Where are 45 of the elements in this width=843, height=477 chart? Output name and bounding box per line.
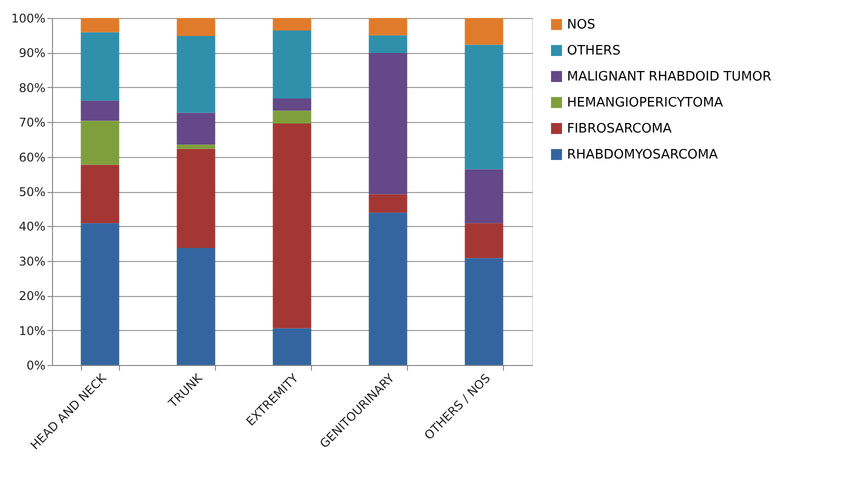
- y-tick-label: 40%: [18, 220, 46, 234]
- bar: [272, 18, 312, 30]
- bar: [176, 36, 216, 113]
- bar: [80, 164, 120, 224]
- bar: [368, 35, 408, 54]
- bar: [368, 53, 408, 194]
- bar: [176, 112, 216, 145]
- bar: [80, 32, 120, 101]
- legend-label: RHABDOMYOSARCOMA: [567, 148, 718, 162]
- bar: [464, 169, 504, 224]
- bar: [176, 144, 216, 149]
- y-tick-label: 20%: [18, 289, 46, 304]
- bar: [368, 194, 408, 213]
- bar: [272, 328, 312, 365]
- legend-label: FIBROSARCOMA: [567, 122, 672, 136]
- y-tick-label: 0%: [26, 358, 46, 372]
- bar: [464, 223, 504, 258]
- y-tick-label: 90%: [18, 46, 46, 60]
- y-tick-label: 70%: [18, 116, 46, 130]
- bar: [176, 148, 216, 248]
- y-tick-label: 100%: [11, 12, 46, 26]
- bar: [272, 110, 312, 124]
- legend-label: OTHERS: [567, 44, 620, 58]
- legend-label: HEMANGIOPERICYTOMA: [567, 96, 724, 110]
- y-tick-label: 10%: [18, 324, 46, 338]
- bar: [80, 120, 120, 165]
- bar: [176, 18, 216, 36]
- bar: [464, 258, 504, 365]
- bar: [464, 18, 504, 45]
- bar: [368, 212, 408, 365]
- bar: [368, 18, 408, 36]
- bar: [272, 30, 312, 99]
- bar: [80, 18, 120, 32]
- legend-label: MALIGNANT RHABDOID TUMOR: [567, 70, 772, 84]
- bar: [80, 100, 120, 121]
- bar: [80, 223, 120, 365]
- y-tick-label: 30%: [18, 254, 46, 268]
- y-tick-label: 60%: [18, 150, 46, 164]
- y-tick-label: 50%: [18, 185, 46, 199]
- legend-label: NOS: [567, 18, 596, 32]
- bar: [272, 123, 312, 328]
- bar: [176, 248, 216, 365]
- bar: [272, 98, 312, 111]
- bar: [464, 44, 504, 170]
- y-tick-label: 80%: [18, 80, 46, 95]
